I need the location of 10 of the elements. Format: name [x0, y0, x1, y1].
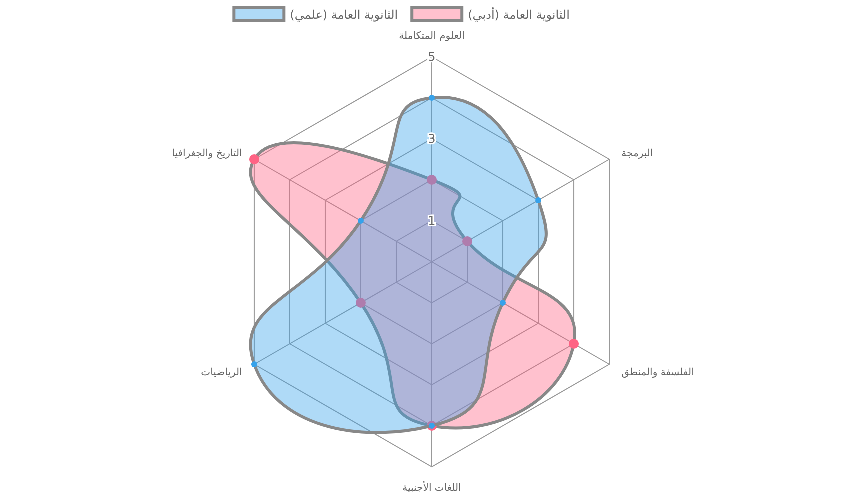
spoke-label: اللغات الأجنبية — [402, 481, 462, 494]
spoke-label: الفلسفة والمنطق — [622, 368, 694, 378]
spoke-label: العلوم المتكاملة — [399, 31, 465, 42]
spoke-label: الرياضيات — [201, 368, 242, 378]
legend-label: الثانوية العامة (أدبي) — [468, 7, 570, 22]
legend-label: الثانوية العامة (علمي) — [290, 8, 398, 22]
spoke-label: البرمجة — [622, 148, 654, 160]
spoke-label: التاريخ والجغرافيا — [172, 148, 242, 160]
y-tick-label: 3 — [428, 132, 436, 146]
y-tick-label: 1 — [428, 214, 436, 228]
